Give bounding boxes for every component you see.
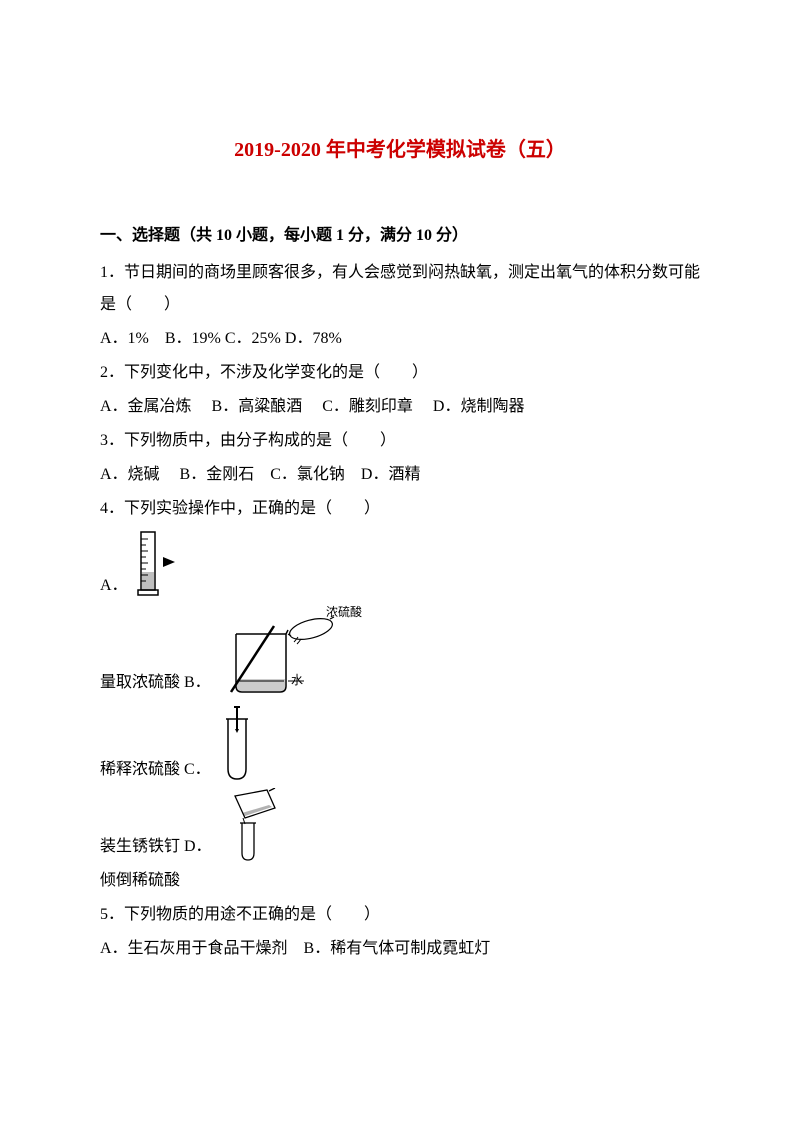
test-tube-nail-icon [216, 701, 261, 786]
q4-option-b-row: 量取浓硫酸 B． 浓硫酸 水 [100, 604, 700, 699]
question-2-options: A．金属冶炼 B．高粱酿酒 C．雕刻印章 D．烧制陶器 [100, 391, 700, 423]
q4-last-line: 倾倒稀硫酸 [100, 865, 700, 897]
question-5-options: A．生石灰用于食品干燥剂 B．稀有气体可制成霓虹灯 [100, 933, 700, 965]
question-1-options: A．1% B．19% C．25% D．78% [100, 323, 700, 355]
q4-option-c-row: 稀释浓硫酸 C． [100, 701, 700, 786]
pouring-acid-icon [217, 788, 292, 863]
q4-option-d-row: 装生锈铁钉 D． [100, 788, 700, 863]
q4-option-a-row: A． [100, 527, 700, 602]
svg-text:浓硫酸: 浓硫酸 [326, 604, 362, 619]
page-title: 2019-2020 年中考化学模拟试卷（五） [100, 130, 700, 170]
question-1-text: 1．节日期间的商场里顾客很多，有人会感觉到闷热缺氧，测定出氧气的体积分数可能是（… [100, 257, 700, 321]
question-3-options: A．烧碱 B．金刚石 C．氯化钠 D．酒精 [100, 459, 700, 491]
question-5-text: 5．下列物质的用途不正确的是（ ） [100, 899, 700, 931]
question-4-text: 4．下列实验操作中，正确的是（ ） [100, 493, 700, 525]
q4-option-c-label: 稀释浓硫酸 C． [100, 754, 211, 786]
question-2-text: 2．下列变化中，不涉及化学变化的是（ ） [100, 357, 700, 389]
q4-option-d-label: 装生锈铁钉 D． [100, 831, 212, 863]
dilution-beaker-icon: 浓硫酸 水 [216, 604, 366, 699]
graduated-cylinder-icon [133, 527, 188, 602]
section-header: 一、选择题（共 10 小题，每小题 1 分，满分 10 分） [100, 220, 700, 252]
question-3-text: 3．下列物质中，由分子构成的是（ ） [100, 425, 700, 457]
svg-text:水: 水 [291, 673, 303, 687]
q4-option-b-label: 量取浓硫酸 B． [100, 667, 211, 699]
q4-option-a-label: A． [100, 570, 128, 602]
